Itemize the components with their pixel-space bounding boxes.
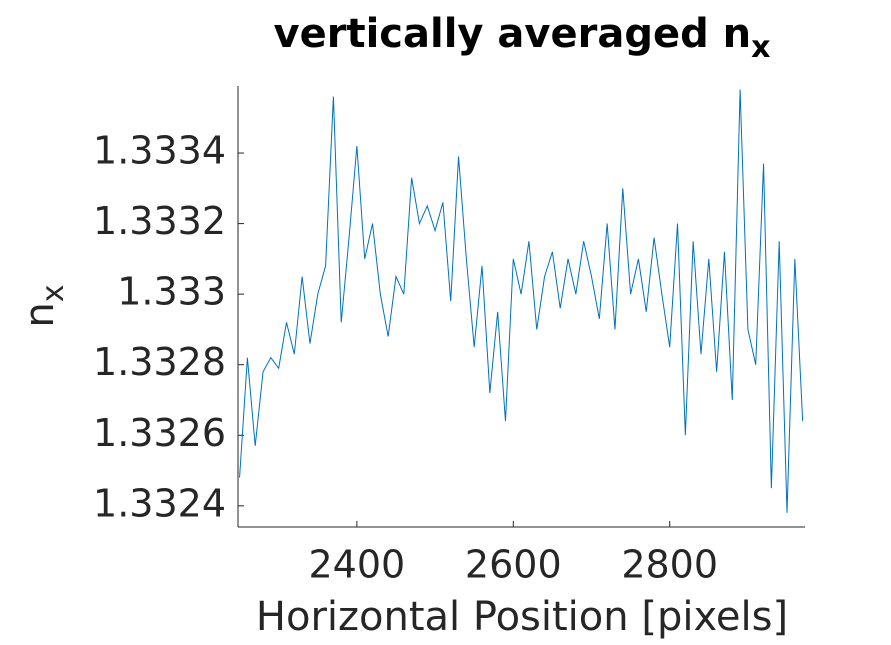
y-axis-label: nx (17, 284, 71, 327)
chart-title: vertically averaged nx (274, 11, 771, 65)
data-line (239, 89, 804, 513)
y-tick-label: 1.3332 (93, 199, 226, 243)
y-tick-label: 1.3328 (93, 340, 226, 384)
x-tick-label: 2600 (465, 543, 562, 587)
y-tick-label: 1.333 (117, 270, 226, 314)
x-tick-label: 2800 (621, 543, 718, 587)
y-tick-label: 1.3326 (93, 411, 226, 455)
x-tick-label: 2400 (309, 543, 406, 587)
y-tick-label: 1.3334 (93, 129, 226, 173)
y-tick-label: 1.3324 (93, 481, 226, 525)
x-axis-label: Horizontal Position [pixels] (256, 594, 788, 640)
